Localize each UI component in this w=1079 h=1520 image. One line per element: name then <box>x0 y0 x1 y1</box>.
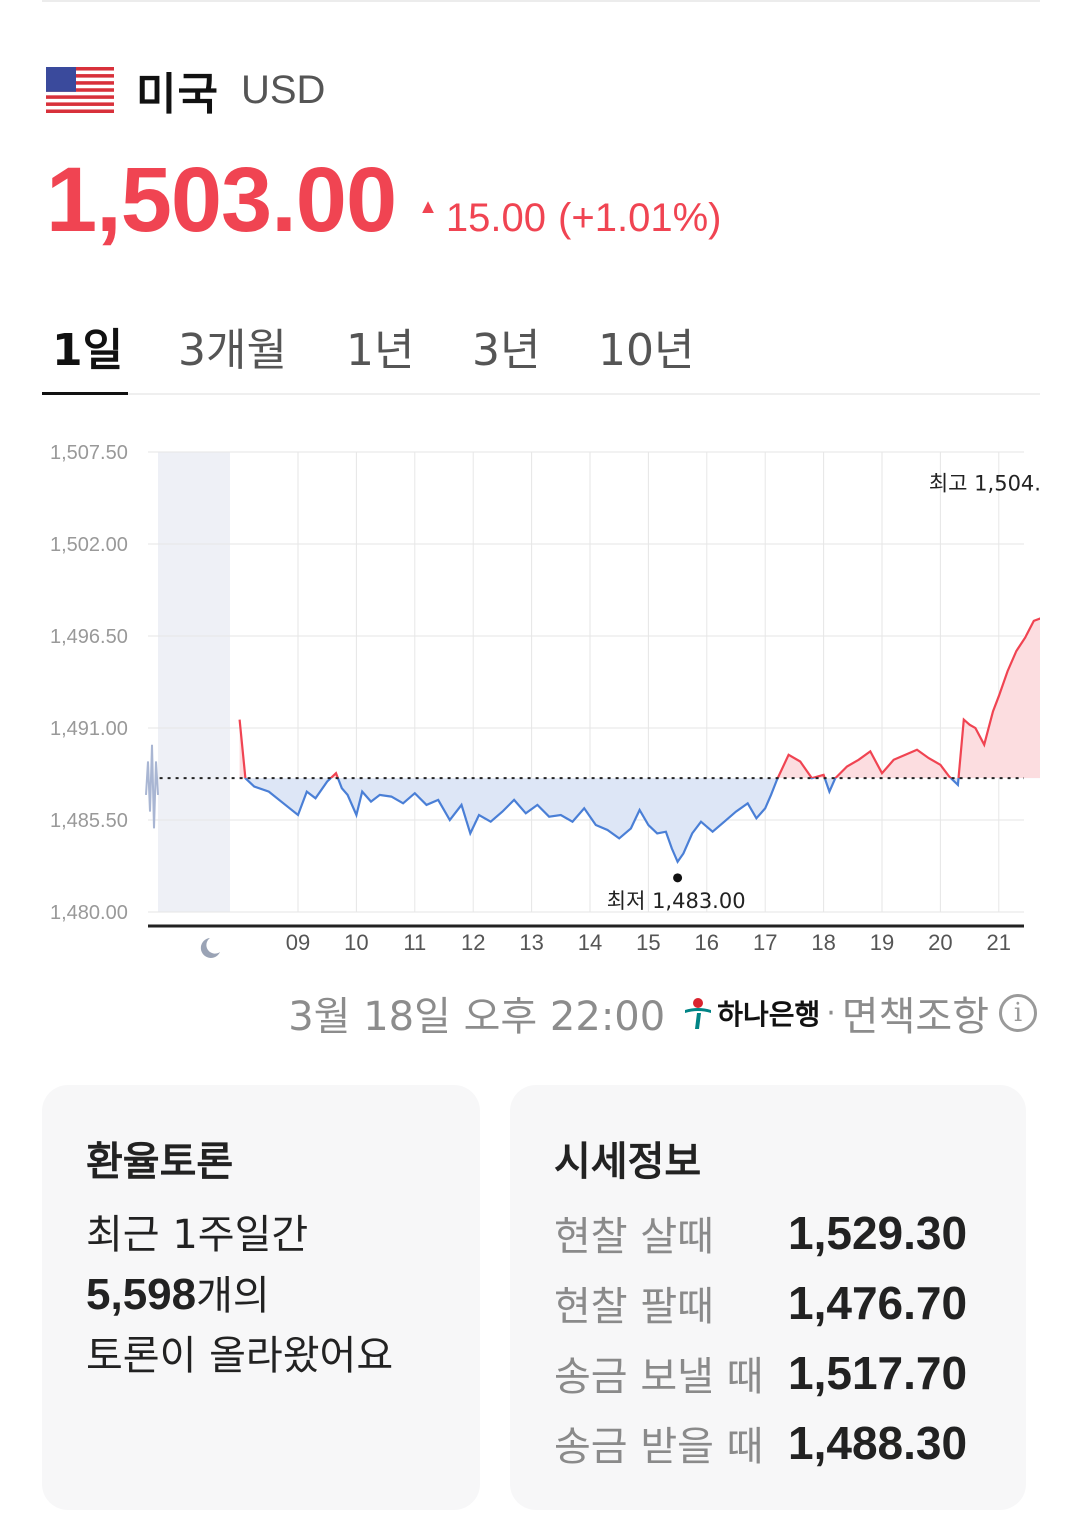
discussion-count-suffix: 개의 <box>196 1273 270 1319</box>
bank-logo: 하나은행 <box>683 993 820 1033</box>
change-percent: (+1.01%) <box>558 196 722 240</box>
active-tab-indicator <box>42 392 128 395</box>
country-name: 미국 <box>136 69 219 120</box>
period-tabs: 1일 3개월 1년 3년 10년 <box>42 300 1040 395</box>
rate-label: 현찰 팔때 <box>554 1284 714 1330</box>
y-tick-label: 1,485.50 <box>50 810 128 832</box>
y-tick-label: 1,480.00 <box>50 902 128 924</box>
rate-row-cash-sell: 현찰 팔때 1,476.70 <box>554 1273 967 1333</box>
top-divider <box>42 0 1040 2</box>
market-info-title: 시세정보 <box>554 1139 702 1185</box>
tab-10years[interactable]: 10년 <box>598 314 694 378</box>
hana-bank-icon <box>685 998 712 1029</box>
exchange-rate-chart[interactable]: 1,507.50 1,502.00 1,496.50 1,491.00 1,485.50… <box>40 420 1040 980</box>
discussion-message: 토론이 올라왔어요 <box>86 1333 394 1379</box>
separator-dot: · <box>826 995 836 1031</box>
rate-value: 1,517.70 <box>788 1347 968 1399</box>
high-label: 최고 1,504.00 <box>929 472 1040 496</box>
y-tick-label: 1,502.00 <box>50 534 128 556</box>
triangle-up-icon: ▲ <box>418 196 438 218</box>
x-tick-label: 18 <box>811 930 835 955</box>
premarket-series-line <box>145 744 159 829</box>
rate-label: 송금 보낼 때 <box>554 1354 764 1400</box>
disclaimer-link[interactable]: 면책조항 <box>841 994 989 1040</box>
rate-row-cash-buy: 현찰 살때 1,529.30 <box>554 1203 967 1263</box>
y-tick-label: 1,491.00 <box>50 718 128 740</box>
rate-label: 현찰 살때 <box>554 1214 714 1260</box>
x-tick-label: 11 <box>403 930 426 955</box>
rate-value: 1,476.70 <box>788 1277 968 1329</box>
change-amount: 15.00 <box>445 196 547 240</box>
x-tick-label: 21 <box>987 930 1011 955</box>
discussion-period: 최근 1주일간 <box>86 1212 309 1258</box>
discussion-card[interactable]: 환율토론 최근 1주일간 5,598개의 토론이 올라왔어요 <box>42 1085 480 1510</box>
info-icon[interactable]: i <box>999 994 1037 1032</box>
low-point-marker <box>673 873 683 883</box>
update-timestamp: 3월 18일 오후 22:00 <box>288 994 666 1040</box>
x-tick-label: 14 <box>578 930 602 955</box>
rate-value: 1,529.30 <box>788 1207 968 1259</box>
x-tick-label: 16 <box>695 930 719 955</box>
currency-code: USD <box>240 67 326 112</box>
y-tick-label: 1,496.50 <box>50 626 128 648</box>
series-line-up <box>238 617 1040 779</box>
discussion-count: 5,598 <box>86 1270 197 1319</box>
y-tick-label: 1,507.50 <box>50 442 128 464</box>
discussion-count-line: 5,598개의 <box>86 1265 393 1326</box>
source-row: 3월 18일 오후 22:00 하나은행 · 면책조항 i <box>288 984 1037 1042</box>
discussion-title: 환율토론 <box>86 1139 234 1185</box>
x-tick-label: 12 <box>461 930 485 955</box>
area-fill-down <box>239 778 1040 862</box>
currency-header: 미국 USD <box>46 62 326 120</box>
bank-name: 하나은행 <box>717 998 821 1031</box>
price-change: ▲ 15.00 (+1.01%) <box>418 196 721 241</box>
overnight-shade <box>158 452 230 912</box>
rate-value: 1,488.30 <box>788 1417 968 1469</box>
current-price: 1,503.00 <box>46 149 397 251</box>
series-line-down <box>244 778 960 865</box>
tab-3years[interactable]: 3년 <box>472 314 540 378</box>
rate-label: 송금 받을 때 <box>554 1424 764 1470</box>
market-info-card[interactable]: 시세정보 현찰 살때 1,529.30 현찰 팔때 1,476.70 송금 보낼… <box>510 1085 1026 1510</box>
rate-row-transfer-receive: 송금 받을 때 1,488.30 <box>554 1413 967 1473</box>
discussion-body: 최근 1주일간 5,598개의 토론이 올라왔어요 <box>86 1205 393 1386</box>
moon-icon <box>200 938 220 958</box>
x-tick-label: 19 <box>870 930 894 955</box>
x-tick-label: 20 <box>928 930 952 955</box>
x-tick-label: 15 <box>636 930 660 955</box>
x-tick-label: 17 <box>753 930 777 955</box>
low-label: 최저 1,483.00 <box>607 889 746 913</box>
us-flag-icon <box>46 67 114 113</box>
rate-row-transfer-send: 송금 보낼 때 1,517.70 <box>554 1343 967 1403</box>
price-row: 1,503.00 ▲ 15.00 (+1.01%) <box>46 148 721 253</box>
x-tick-label: 13 <box>519 930 543 955</box>
tab-1day[interactable]: 1일 <box>52 314 123 378</box>
tab-1year[interactable]: 1년 <box>346 314 414 378</box>
tab-3months[interactable]: 3개월 <box>178 314 287 378</box>
x-tick-label: 09 <box>286 930 310 955</box>
x-tick-label: 10 <box>344 930 368 955</box>
